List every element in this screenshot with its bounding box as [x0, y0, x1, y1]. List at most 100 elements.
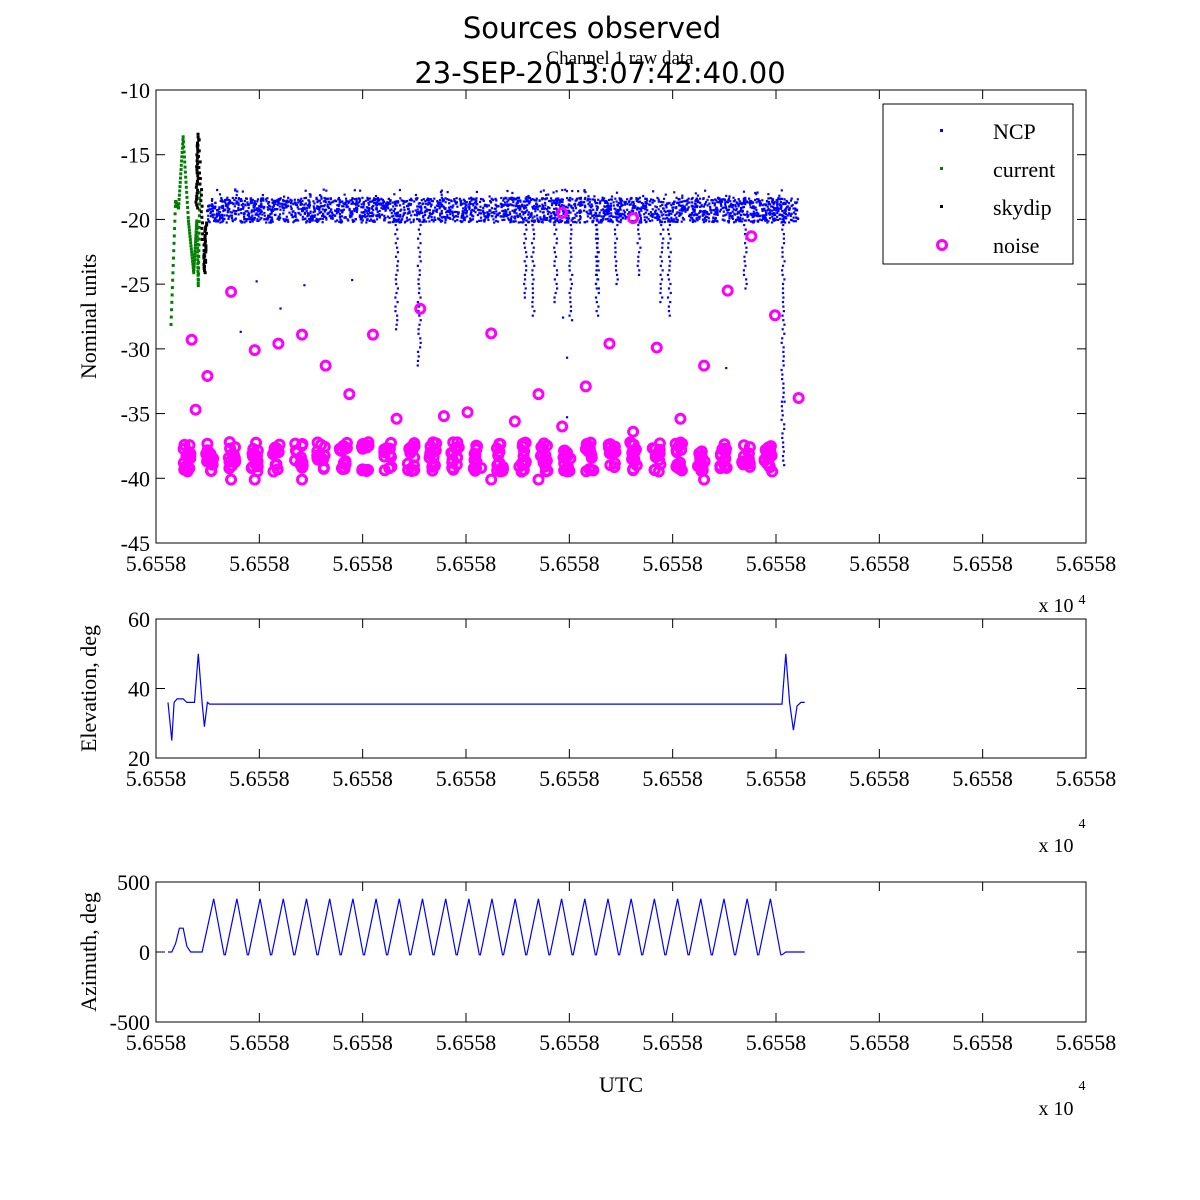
ncp-point	[721, 218, 724, 221]
ncp-point	[596, 237, 600, 240]
noise-point	[742, 447, 755, 460]
ncp-point	[218, 193, 222, 196]
ncp-point	[500, 204, 503, 207]
ncp-point	[230, 214, 234, 217]
ncp-point	[538, 199, 541, 202]
current-point	[171, 278, 175, 282]
ncp-point	[422, 220, 426, 223]
ncp-point	[637, 207, 640, 210]
ncp-point	[654, 209, 657, 212]
ncp-point	[281, 205, 284, 209]
ncp-point	[337, 210, 340, 214]
ncp-point	[399, 197, 402, 200]
ncp-point	[694, 203, 697, 206]
ncp-point	[579, 210, 583, 213]
ncp-point	[437, 204, 440, 208]
ncp-point	[609, 205, 613, 208]
ncp-point	[782, 217, 785, 220]
ncp-point	[386, 215, 389, 218]
ncp-point	[693, 213, 696, 217]
ncp-point	[326, 212, 329, 215]
x-tick-label: 5.6558	[746, 1030, 807, 1055]
ncp-point	[701, 210, 704, 213]
ncp-point	[782, 223, 785, 227]
ncp-point	[505, 210, 508, 213]
ncp-point	[524, 206, 528, 209]
ncp-point	[777, 210, 780, 213]
current-point	[173, 219, 177, 223]
skydip-point	[200, 221, 204, 225]
ncp-point	[423, 218, 426, 221]
ncp-point	[285, 218, 288, 221]
ncp-point	[744, 264, 747, 267]
ncp-point	[561, 219, 564, 223]
ncp-point	[760, 219, 764, 222]
ncp-point	[367, 209, 370, 213]
skydip-point	[204, 248, 208, 252]
ncp-point	[571, 198, 574, 201]
ncp-point	[231, 211, 234, 214]
legend-marker	[936, 239, 948, 251]
ncp-point	[396, 251, 400, 254]
ncp-point	[781, 273, 784, 276]
ncp-point	[428, 201, 431, 204]
ncp-point	[785, 207, 788, 210]
ncp-point	[768, 217, 772, 220]
ncp-point	[678, 212, 681, 215]
ncp-point	[565, 416, 569, 419]
skydip-point	[198, 177, 202, 181]
ncp-point	[338, 203, 341, 206]
ncp-point	[708, 220, 711, 223]
ncp-point	[565, 217, 568, 220]
current-point	[194, 240, 198, 244]
ncp-point	[743, 213, 747, 216]
ncp-point	[724, 201, 727, 204]
ncp-point	[451, 214, 455, 217]
noise-point	[513, 460, 526, 473]
current-point	[171, 263, 175, 267]
skydip-point	[198, 160, 202, 164]
ncp-point	[766, 221, 769, 224]
ncp-point	[323, 215, 326, 218]
ncp-point	[290, 200, 293, 204]
ncp-point	[782, 214, 785, 217]
ncp-point	[249, 197, 253, 200]
x-tick-label: 5.6558	[539, 766, 600, 791]
ncp-point	[403, 211, 406, 215]
ncp-point	[465, 204, 468, 207]
ncp-point	[686, 209, 689, 212]
ncp-point	[215, 212, 219, 215]
ncp-point	[732, 200, 735, 203]
ncp-point	[579, 197, 582, 201]
ncp-point	[222, 219, 225, 222]
ncp-point	[331, 212, 334, 215]
ncp-point	[517, 206, 520, 209]
ncp-point	[345, 199, 348, 203]
ncp-point	[380, 206, 383, 210]
ncp-point	[569, 242, 572, 245]
ncp-point	[659, 210, 662, 213]
ncp-point	[543, 207, 546, 210]
current-point	[192, 261, 196, 265]
ncp-point	[785, 217, 788, 220]
ncp-point	[619, 221, 622, 224]
ncp-point	[782, 346, 785, 349]
noise-point	[225, 473, 238, 486]
ncp-point	[722, 214, 725, 217]
ncp-point	[763, 217, 766, 221]
ncp-point	[223, 217, 226, 221]
ncp-point	[555, 237, 559, 240]
ncp-point	[714, 216, 717, 220]
ncp-point	[215, 213, 218, 216]
ncp-point	[555, 197, 558, 201]
ncp-point	[555, 282, 558, 286]
noise-point	[183, 439, 196, 452]
current-point	[182, 145, 186, 149]
ncp-point	[553, 207, 556, 210]
ncp-point	[570, 246, 573, 249]
ncp-point	[556, 217, 559, 220]
ncp-point	[601, 196, 604, 199]
ncp-point	[541, 218, 544, 221]
ncp-point	[418, 323, 421, 326]
ncp-point	[789, 214, 792, 218]
